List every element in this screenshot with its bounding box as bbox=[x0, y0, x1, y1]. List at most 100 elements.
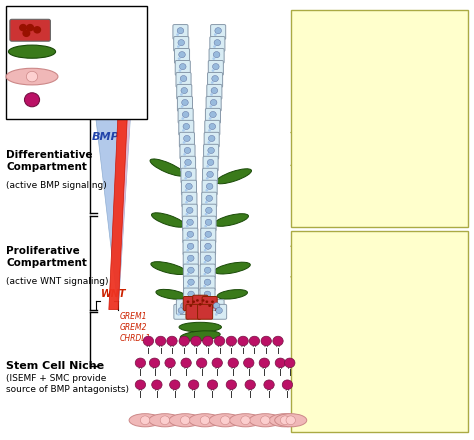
FancyBboxPatch shape bbox=[201, 216, 216, 231]
Circle shape bbox=[187, 309, 190, 312]
Circle shape bbox=[201, 299, 204, 302]
FancyBboxPatch shape bbox=[175, 60, 191, 75]
Circle shape bbox=[143, 336, 154, 346]
Circle shape bbox=[186, 195, 193, 202]
Circle shape bbox=[188, 291, 194, 297]
FancyBboxPatch shape bbox=[183, 264, 199, 279]
Circle shape bbox=[185, 159, 191, 165]
FancyBboxPatch shape bbox=[200, 264, 215, 279]
Circle shape bbox=[140, 416, 150, 425]
FancyBboxPatch shape bbox=[193, 295, 208, 309]
Circle shape bbox=[205, 255, 211, 261]
Text: Stem cells: Stem cells bbox=[60, 25, 111, 35]
Ellipse shape bbox=[214, 214, 248, 226]
Circle shape bbox=[192, 301, 195, 303]
Circle shape bbox=[180, 308, 182, 311]
Circle shape bbox=[205, 243, 211, 249]
FancyBboxPatch shape bbox=[201, 240, 216, 255]
Circle shape bbox=[182, 111, 189, 117]
Circle shape bbox=[205, 231, 211, 237]
Text: WNT: WNT bbox=[101, 290, 126, 299]
Circle shape bbox=[167, 336, 177, 346]
Text: MAD, MAX, MXI1: MAD, MAX, MXI1 bbox=[297, 147, 360, 156]
Text: MYC: MYC bbox=[297, 387, 313, 396]
FancyBboxPatch shape bbox=[209, 300, 224, 315]
FancyBboxPatch shape bbox=[186, 304, 201, 319]
Circle shape bbox=[187, 231, 194, 237]
FancyBboxPatch shape bbox=[202, 180, 217, 195]
Circle shape bbox=[210, 111, 216, 117]
FancyBboxPatch shape bbox=[182, 216, 198, 231]
Circle shape bbox=[284, 358, 295, 368]
Circle shape bbox=[190, 304, 192, 307]
Text: NOTCH pathway: NOTCH pathway bbox=[297, 51, 375, 60]
Ellipse shape bbox=[129, 414, 161, 427]
FancyBboxPatch shape bbox=[205, 121, 220, 135]
Circle shape bbox=[203, 297, 206, 299]
FancyBboxPatch shape bbox=[182, 180, 197, 195]
Circle shape bbox=[20, 25, 27, 31]
Circle shape bbox=[210, 105, 212, 108]
Circle shape bbox=[209, 136, 215, 142]
Circle shape bbox=[183, 124, 190, 129]
Circle shape bbox=[135, 380, 146, 389]
Text: BMP: BMP bbox=[92, 132, 120, 142]
Text: WNT5B, APC, TCF4: WNT5B, APC, TCF4 bbox=[297, 88, 369, 97]
FancyBboxPatch shape bbox=[183, 228, 198, 243]
Circle shape bbox=[181, 303, 187, 309]
Circle shape bbox=[186, 207, 193, 213]
FancyBboxPatch shape bbox=[205, 108, 220, 123]
Circle shape bbox=[226, 336, 237, 346]
Ellipse shape bbox=[216, 169, 252, 184]
Circle shape bbox=[186, 225, 189, 227]
Circle shape bbox=[155, 336, 166, 346]
Circle shape bbox=[210, 99, 217, 106]
Circle shape bbox=[245, 380, 255, 389]
Circle shape bbox=[187, 219, 193, 225]
FancyBboxPatch shape bbox=[200, 288, 215, 303]
Circle shape bbox=[188, 279, 194, 285]
Circle shape bbox=[203, 309, 206, 312]
Circle shape bbox=[211, 88, 218, 94]
Circle shape bbox=[187, 273, 190, 275]
Ellipse shape bbox=[217, 290, 247, 299]
Circle shape bbox=[209, 117, 211, 120]
Circle shape bbox=[202, 336, 213, 346]
Circle shape bbox=[186, 183, 192, 190]
Circle shape bbox=[25, 93, 39, 107]
Circle shape bbox=[207, 380, 218, 389]
Text: NOTCH pathway: NOTCH pathway bbox=[297, 271, 375, 281]
Circle shape bbox=[181, 88, 188, 94]
Ellipse shape bbox=[150, 159, 184, 176]
FancyBboxPatch shape bbox=[183, 297, 198, 311]
Circle shape bbox=[261, 336, 272, 346]
FancyBboxPatch shape bbox=[198, 304, 213, 319]
FancyBboxPatch shape bbox=[208, 73, 223, 87]
Circle shape bbox=[216, 308, 222, 314]
Ellipse shape bbox=[269, 414, 301, 427]
Circle shape bbox=[259, 358, 270, 368]
Circle shape bbox=[208, 141, 210, 144]
Text: Myofibroblasts: Myofibroblasts bbox=[60, 47, 132, 57]
Circle shape bbox=[249, 336, 260, 346]
Circle shape bbox=[186, 261, 189, 264]
Circle shape bbox=[135, 358, 146, 368]
Polygon shape bbox=[109, 109, 128, 310]
FancyBboxPatch shape bbox=[207, 84, 222, 99]
FancyBboxPatch shape bbox=[200, 300, 215, 315]
Circle shape bbox=[191, 336, 201, 346]
FancyBboxPatch shape bbox=[210, 25, 226, 40]
FancyBboxPatch shape bbox=[182, 204, 197, 219]
FancyBboxPatch shape bbox=[176, 73, 191, 87]
Circle shape bbox=[179, 336, 190, 346]
Circle shape bbox=[205, 213, 208, 216]
Circle shape bbox=[211, 69, 214, 72]
Circle shape bbox=[213, 51, 220, 58]
Circle shape bbox=[197, 358, 207, 368]
Circle shape bbox=[177, 45, 180, 48]
Ellipse shape bbox=[214, 262, 250, 274]
Circle shape bbox=[238, 336, 248, 346]
FancyBboxPatch shape bbox=[180, 144, 195, 159]
FancyBboxPatch shape bbox=[6, 6, 147, 119]
Circle shape bbox=[170, 380, 180, 389]
